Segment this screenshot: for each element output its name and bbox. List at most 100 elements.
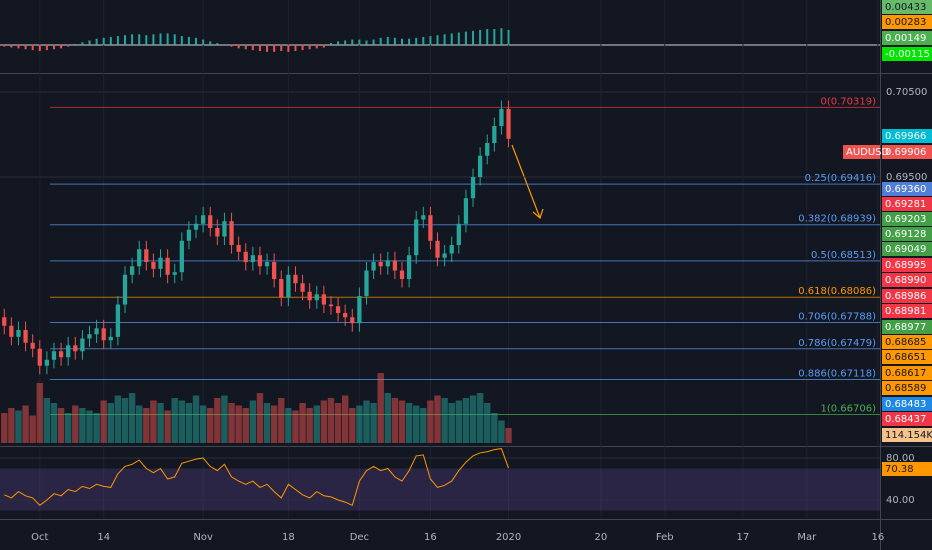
volume-bar <box>413 405 420 443</box>
volume-bar <box>249 400 257 443</box>
volume-bar <box>57 408 65 443</box>
macd-bar <box>209 41 212 45</box>
candle-body <box>435 240 440 258</box>
candle-body <box>37 348 42 366</box>
price-label: 0.69360 <box>885 184 926 195</box>
volume-bar <box>192 395 200 443</box>
volume-bar <box>150 400 157 443</box>
price-label: 0.69906 <box>885 147 926 158</box>
macd-bar <box>287 44 290 52</box>
macd-bar <box>273 44 276 52</box>
macd-bar <box>202 39 205 45</box>
volume-bar <box>36 383 43 443</box>
macd-bar <box>187 36 190 45</box>
volume-bar <box>1 413 8 443</box>
candle-body <box>87 334 92 339</box>
price-label-bg <box>882 15 932 29</box>
candle-body <box>73 345 78 352</box>
volume-bar <box>427 400 434 443</box>
candle-body <box>350 317 355 324</box>
volume-bar <box>263 403 271 443</box>
candle-body <box>343 313 348 318</box>
candle-body <box>243 251 248 263</box>
volume-bar <box>476 393 484 443</box>
macd-bar <box>386 36 389 45</box>
price-label-bg <box>882 31 932 45</box>
candle-body <box>392 260 398 271</box>
volume-bar <box>292 410 299 443</box>
macd-bar <box>472 30 475 45</box>
fib-label: 0(0.70319) <box>820 96 876 107</box>
macd-bar <box>95 38 98 45</box>
macd-bar <box>131 34 134 45</box>
x-tick-label: Dec <box>350 532 369 543</box>
candle-body <box>463 198 469 224</box>
price-label-bg <box>882 381 932 395</box>
volume-bar <box>384 393 391 443</box>
macd-bar <box>301 44 304 51</box>
x-tick-label: Oct <box>31 532 48 543</box>
volume-bar <box>207 408 214 443</box>
macd-bar <box>486 29 489 45</box>
macd-bar <box>464 31 467 45</box>
candle-body <box>492 126 497 144</box>
price-label: 0.00149 <box>885 33 926 44</box>
volume-bar <box>299 403 306 443</box>
macd-bar <box>337 41 340 45</box>
price-label: 0.69203 <box>885 214 926 225</box>
price-label: 114.154K <box>885 430 932 441</box>
macd-bar <box>88 40 91 45</box>
price-label-bg <box>882 350 932 364</box>
fib-label: 0.5(0.68513) <box>811 250 876 261</box>
volume-bar <box>8 408 15 443</box>
volume-bar <box>334 403 342 443</box>
x-tick-label: Feb <box>656 532 674 543</box>
price-label-bg <box>882 320 932 334</box>
macd-bar <box>379 37 382 45</box>
macd-bar <box>258 44 261 52</box>
macd-bar <box>159 33 162 45</box>
candle-body <box>80 338 85 352</box>
fib-label: 0.786(0.67479) <box>798 338 876 349</box>
volume-bar <box>285 408 292 443</box>
price-label-bg <box>882 412 932 426</box>
macd-bar <box>10 44 13 48</box>
volume-bar <box>377 373 384 443</box>
volume-bar <box>398 400 406 443</box>
price-label-bg <box>882 212 932 226</box>
candle-body <box>470 177 476 199</box>
volume-bar <box>128 393 136 443</box>
macd-bar <box>17 44 20 49</box>
candle-body <box>314 294 319 301</box>
price-label-bg <box>882 273 932 287</box>
candle-body <box>385 260 390 267</box>
y-tick-label: 0.69500 <box>886 172 927 183</box>
candle-body <box>179 240 184 273</box>
volume-bar <box>22 405 29 443</box>
candle-body <box>378 262 383 267</box>
volume-bar <box>15 410 22 443</box>
volume-bar <box>79 408 86 443</box>
volume-bar <box>136 405 143 443</box>
candle-body <box>151 262 156 269</box>
volume-bar <box>484 403 491 443</box>
fib-label: 0.706(0.67788) <box>798 312 876 323</box>
candle-body <box>222 221 227 237</box>
volume-bar <box>228 403 235 443</box>
candle-body <box>208 215 213 229</box>
x-tick-label: 14 <box>97 532 110 543</box>
candle-body <box>279 279 284 298</box>
macd-bar <box>237 44 240 49</box>
macd-bar <box>322 44 325 48</box>
macd-bar <box>81 42 84 45</box>
price-label: 0.69966 <box>885 131 926 142</box>
macd-bar <box>401 38 404 45</box>
price-label-bg <box>882 366 932 380</box>
fib-label: 0.25(0.69416) <box>805 173 877 184</box>
volume-bar <box>455 400 463 443</box>
candle-body <box>165 257 170 275</box>
candle-body <box>172 272 177 275</box>
volume-bar <box>306 408 313 443</box>
price-label-bg <box>882 129 932 143</box>
